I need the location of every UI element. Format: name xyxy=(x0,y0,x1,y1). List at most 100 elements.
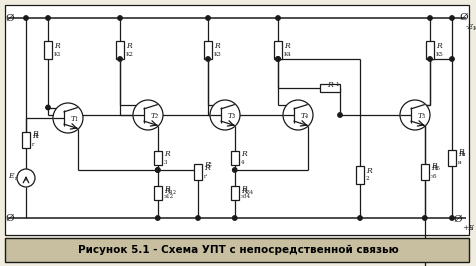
Circle shape xyxy=(118,57,122,61)
Circle shape xyxy=(450,57,454,61)
Bar xyxy=(426,41,434,59)
Text: э5: э5 xyxy=(431,173,437,178)
Text: R: R xyxy=(431,162,436,170)
Text: г: г xyxy=(15,177,18,181)
Text: э5: э5 xyxy=(435,165,441,171)
Circle shape xyxy=(276,57,280,61)
Text: э12: э12 xyxy=(164,194,174,200)
Text: Ø: Ø xyxy=(460,13,468,22)
Text: T₁: T₁ xyxy=(70,115,79,123)
Bar xyxy=(231,186,239,200)
Circle shape xyxy=(206,57,210,61)
Circle shape xyxy=(46,105,50,110)
Circle shape xyxy=(133,100,163,130)
Bar xyxy=(421,164,429,180)
Text: K2: K2 xyxy=(126,52,134,56)
Text: K5: K5 xyxy=(436,52,444,56)
Text: э34: э34 xyxy=(245,190,254,196)
Text: н: н xyxy=(462,152,466,156)
Text: н: н xyxy=(458,160,462,164)
Text: +E: +E xyxy=(462,224,474,232)
Text: K4: K4 xyxy=(284,52,292,56)
Text: R: R xyxy=(126,42,132,50)
Bar xyxy=(274,41,282,59)
Circle shape xyxy=(423,216,427,220)
Text: E: E xyxy=(9,172,14,180)
Circle shape xyxy=(233,168,237,172)
Text: Ø: Ø xyxy=(6,214,14,222)
Circle shape xyxy=(53,103,83,133)
Text: T₄: T₄ xyxy=(300,112,308,120)
Bar xyxy=(5,5,469,235)
Bar xyxy=(22,132,30,148)
Text: R: R xyxy=(32,132,38,140)
Text: R: R xyxy=(241,185,247,193)
Text: R: R xyxy=(366,167,372,175)
Text: г: г xyxy=(209,164,212,169)
Circle shape xyxy=(196,216,200,220)
Text: R: R xyxy=(458,150,464,158)
Text: R: R xyxy=(284,42,290,50)
Bar xyxy=(194,164,202,180)
Circle shape xyxy=(206,16,210,20)
Text: R: R xyxy=(241,187,247,195)
Text: R: R xyxy=(32,130,38,138)
Text: э12: э12 xyxy=(168,190,177,196)
Text: R: R xyxy=(204,164,210,172)
Text: T₂: T₂ xyxy=(150,112,159,120)
Circle shape xyxy=(400,100,430,130)
Bar xyxy=(320,84,340,92)
Text: R: R xyxy=(431,164,436,172)
Bar xyxy=(154,151,162,165)
Circle shape xyxy=(46,16,50,20)
Text: R: R xyxy=(164,187,169,195)
Text: 4: 4 xyxy=(241,160,244,164)
Text: K: K xyxy=(473,26,476,31)
Text: T₅: T₅ xyxy=(417,112,426,120)
Text: Ø: Ø xyxy=(454,214,462,223)
Text: г: г xyxy=(36,134,39,139)
Text: T₃: T₃ xyxy=(227,112,235,120)
Bar xyxy=(448,150,456,166)
Circle shape xyxy=(156,216,160,220)
Circle shape xyxy=(118,16,122,20)
Bar xyxy=(116,41,124,59)
Circle shape xyxy=(233,216,237,220)
Text: K1: K1 xyxy=(54,52,62,56)
Circle shape xyxy=(17,169,35,187)
Bar xyxy=(231,151,239,165)
Text: 1: 1 xyxy=(335,82,338,87)
Text: R: R xyxy=(164,185,169,193)
Bar xyxy=(356,166,364,184)
Text: 3: 3 xyxy=(164,160,167,164)
Circle shape xyxy=(428,57,432,61)
Text: R: R xyxy=(327,81,333,89)
Text: R: R xyxy=(214,42,220,50)
Text: K3: K3 xyxy=(214,52,222,56)
Text: Ø: Ø xyxy=(6,14,14,23)
Text: R': R' xyxy=(204,161,212,169)
Text: Рисунок 5.1 - Схема УПТ с непосредственной связью: Рисунок 5.1 - Схема УПТ с непосредственн… xyxy=(78,245,398,255)
Circle shape xyxy=(156,168,160,172)
Circle shape xyxy=(283,100,313,130)
Circle shape xyxy=(210,100,240,130)
Circle shape xyxy=(24,16,28,20)
Bar xyxy=(204,41,212,59)
Circle shape xyxy=(276,16,280,20)
Text: 2: 2 xyxy=(366,177,369,181)
Text: -E: -E xyxy=(466,23,474,31)
Text: R: R xyxy=(241,150,247,158)
Text: R: R xyxy=(54,42,60,50)
Bar xyxy=(5,238,469,262)
Circle shape xyxy=(156,168,160,172)
Text: э34: э34 xyxy=(241,194,251,200)
Text: г': г' xyxy=(204,173,208,178)
Circle shape xyxy=(338,113,342,117)
Circle shape xyxy=(450,16,454,20)
Circle shape xyxy=(450,216,454,220)
Bar xyxy=(154,186,162,200)
Text: г: г xyxy=(32,142,35,147)
Text: R: R xyxy=(436,42,442,50)
Circle shape xyxy=(428,16,432,20)
Text: R: R xyxy=(164,150,169,158)
